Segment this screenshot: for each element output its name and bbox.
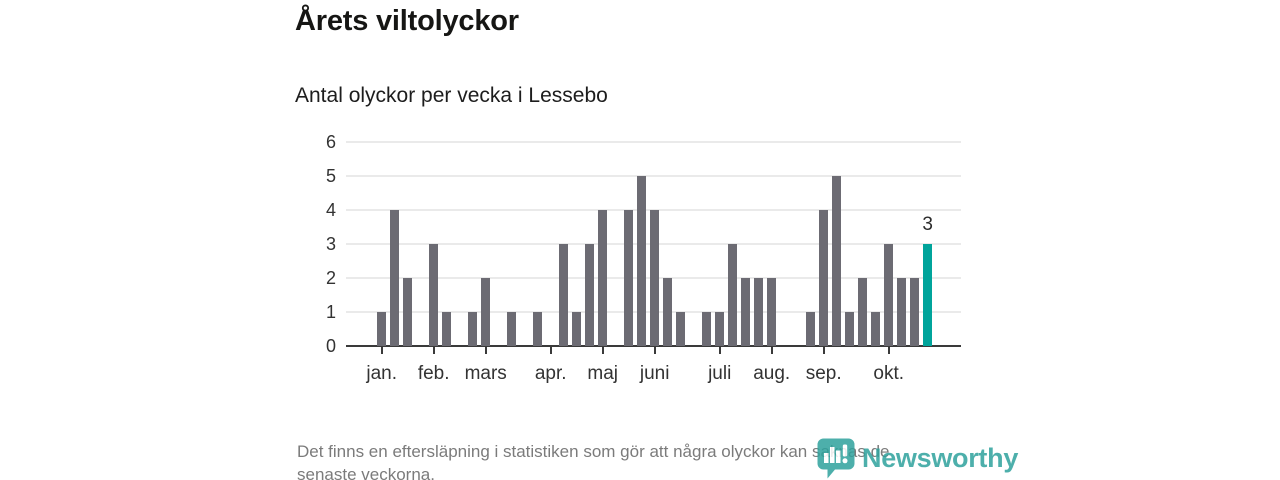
bar [598,210,607,346]
footnote: Det finns en eftersläpning i statistiken… [297,442,890,480]
bar [559,244,568,346]
bar-value-label: 3 [922,214,933,235]
bar [533,312,542,346]
bar [767,278,776,346]
x-axis-month-label: jan. [366,363,397,384]
bar [897,278,906,346]
bar [481,278,490,346]
bar [468,312,477,346]
x-axis-tick [822,347,825,354]
x-axis-tick [887,347,890,354]
newsworthy-wordmark: Newsworthy [862,443,1019,473]
y-axis-label: 4 [325,200,336,220]
bar [442,312,451,346]
x-axis-tick [770,347,773,354]
y-axis-label: 0 [325,336,336,356]
bar [676,312,685,346]
x-axis-month-label: okt. [873,363,904,384]
x-axis-tick [601,347,604,354]
newsworthy-logo: Newsworthy [817,438,1018,479]
x-axis-tick [653,347,656,354]
bar [650,210,659,346]
x-axis-tick [432,347,435,354]
x-axis-month-label: sep. [805,363,842,384]
x-axis-month-label: aug. [753,363,791,384]
bar [871,312,880,346]
x-axis-month-label: apr. [534,363,567,384]
bar [585,244,594,346]
bar [806,312,815,346]
page-title: Årets viltolyckor [295,5,519,37]
y-axis-label: 5 [325,166,336,186]
bar [715,312,724,346]
x-axis-month-label: juni [639,363,670,384]
bar [845,312,854,346]
bar [754,278,763,346]
bar [884,244,893,346]
bar [858,278,867,346]
x-axis-tick [549,347,552,354]
x-axis-month-label: juli [708,363,732,384]
bar [572,312,581,346]
bar [624,210,633,346]
gridline [346,175,961,177]
bar [507,312,516,346]
x-axis-tick [380,347,383,354]
x-axis-tick [484,347,487,354]
bar [403,278,412,346]
y-axis-label: 2 [325,268,336,288]
bar [910,278,919,346]
x-axis-month-label: feb. [417,363,450,384]
newsworthy-logo-icon [817,438,855,479]
bar [702,312,711,346]
bar [728,244,737,346]
bar [923,244,932,346]
bar [832,176,841,346]
x-axis-tick [718,347,721,354]
y-axis-label: 3 [325,234,336,254]
bar [663,278,672,346]
bar [390,210,399,346]
bar [637,176,646,346]
plot-area: 0 1 2 3 4 5 6 jan. feb. mars apr. maj juni juli aug. se… [326,132,961,384]
bar [429,244,438,346]
bar [819,210,828,346]
x-axis-month-label: mars [464,363,507,384]
y-axis-label: 1 [325,302,336,322]
y-axis-label: 6 [325,132,336,152]
gridline [346,141,961,143]
bar [741,278,750,346]
x-axis-month-label: maj [587,363,618,384]
bar [377,312,386,346]
chart-subtitle: Antal olyckor per vecka i Lessebo [295,84,608,107]
